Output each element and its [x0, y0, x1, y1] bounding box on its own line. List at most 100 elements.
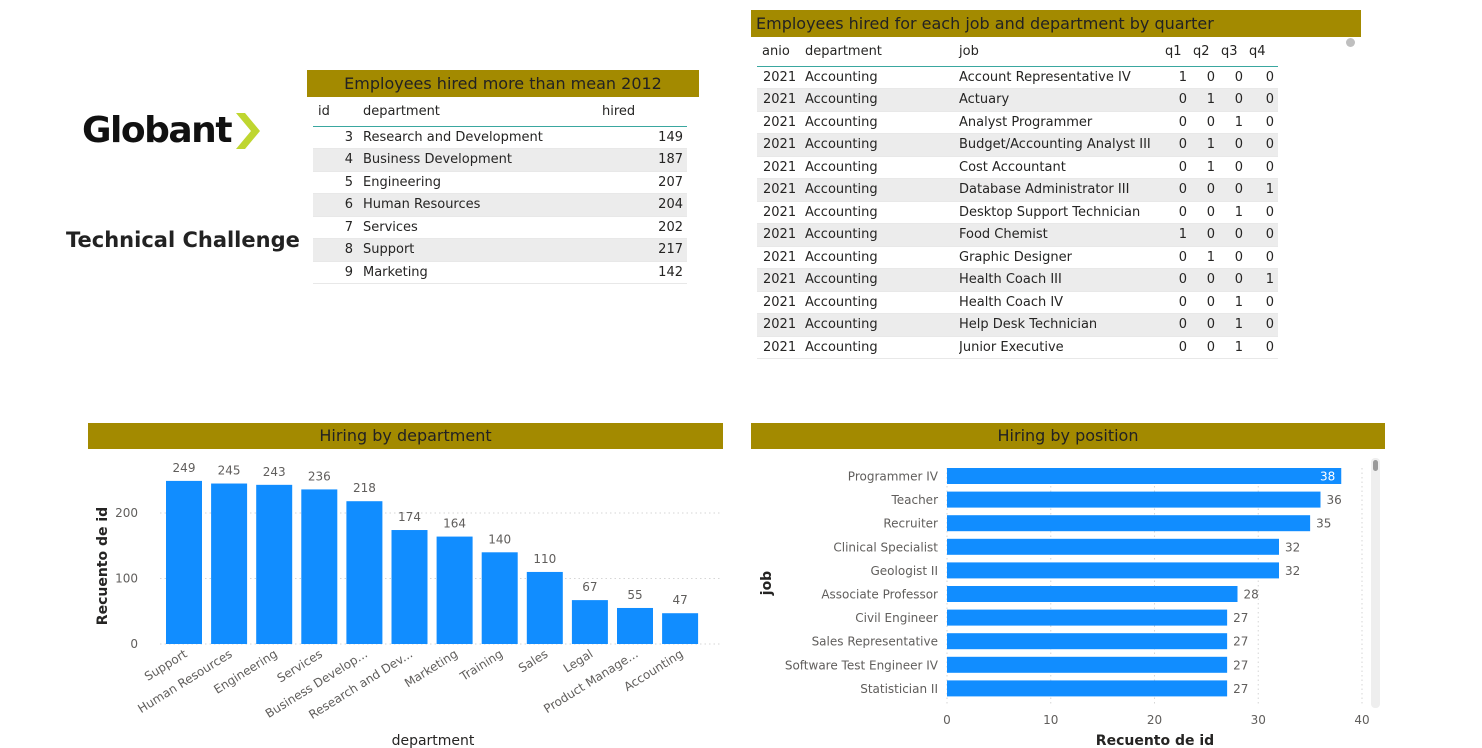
bar — [346, 501, 383, 644]
data-label: 47 — [672, 593, 687, 607]
quarter-cell-q1: 0 — [1165, 133, 1193, 157]
mean-cell-hired: 202 — [602, 216, 687, 239]
mean-cell-hired: 187 — [602, 148, 687, 172]
quarter-cell-job: Help Desk Technician — [959, 313, 1165, 337]
mean-table: id department hired 3 Research and Developm… — [313, 98, 687, 284]
mean-table-title: Employees hired more than mean 2012 — [307, 70, 699, 97]
x-axis-title: Recuento de id — [1096, 733, 1214, 748]
table-row: 8 Support 217 — [313, 238, 687, 262]
scroll-indicator[interactable] — [1346, 38, 1355, 47]
position-chart-title: Hiring by position — [751, 423, 1385, 449]
table-row: 2021 Accounting Database Administrator III… — [757, 178, 1278, 202]
table-row: 9 Marketing 142 — [313, 261, 687, 284]
quarter-cell-q4: 0 — [1249, 313, 1278, 337]
quarter-cell-department: Accounting — [805, 246, 959, 269]
quarter-cell-anio: 2021 — [757, 268, 805, 292]
mean-cell-hired: 207 — [602, 171, 687, 194]
quarter-cell-anio: 2021 — [757, 88, 805, 112]
data-label: 32 — [1285, 540, 1300, 554]
quarter-cell-q3: 0 — [1221, 223, 1249, 247]
quarter-cell-anio: 2021 — [757, 246, 805, 269]
table-row: 2021 Accounting Graphic Designer 0 1 0 0 — [757, 246, 1278, 269]
quarter-header-q2[interactable]: q2 — [1193, 38, 1221, 67]
chart-scrollbar-thumb[interactable] — [1373, 460, 1378, 471]
mean-cell-department: Support — [363, 238, 602, 262]
quarter-cell-q3: 1 — [1221, 336, 1249, 359]
quarter-cell-department: Accounting — [805, 133, 959, 157]
table-row: 2021 Accounting Actuary 0 1 0 0 — [757, 88, 1278, 112]
quarter-cell-department: Accounting — [805, 66, 959, 89]
quarter-header-q1[interactable]: q1 — [1165, 38, 1193, 67]
data-label: 28 — [1244, 588, 1259, 602]
quarter-cell-anio: 2021 — [757, 313, 805, 337]
quarter-cell-department: Accounting — [805, 291, 959, 314]
quarter-header-q3[interactable]: q3 — [1221, 38, 1249, 67]
quarter-cell-q2: 0 — [1193, 201, 1221, 224]
quarter-cell-q3: 0 — [1221, 178, 1249, 202]
globant-logo: Globant — [82, 108, 261, 154]
quarter-cell-q2: 1 — [1193, 246, 1221, 269]
mean-header-id[interactable]: id — [313, 98, 363, 127]
mean-cell-department: Business Development — [363, 148, 602, 172]
chevron-right-icon — [236, 113, 261, 149]
quarter-cell-q2: 0 — [1193, 223, 1221, 247]
quarter-cell-q2: 1 — [1193, 88, 1221, 112]
data-label: 243 — [263, 465, 286, 479]
y-tick-label: 200 — [115, 506, 138, 520]
quarter-cell-q2: 0 — [1193, 336, 1221, 359]
bar — [662, 613, 699, 644]
table-row: 2021 Accounting Desktop Support Technician… — [757, 201, 1278, 224]
quarter-cell-anio: 2021 — [757, 66, 805, 89]
quarter-header-q4[interactable]: q4 — [1249, 38, 1278, 67]
table-row: 2021 Accounting Food Chemist 1 0 0 0 — [757, 223, 1278, 247]
mean-cell-department: Engineering — [363, 171, 602, 194]
quarter-header-department[interactable]: department — [805, 38, 959, 67]
quarter-cell-anio: 2021 — [757, 111, 805, 134]
quarter-cell-q4: 0 — [1249, 246, 1278, 269]
x-tick-label: Training — [457, 647, 505, 684]
data-label: 27 — [1233, 658, 1248, 672]
mean-cell-hired: 149 — [602, 126, 687, 149]
quarter-cell-q1: 1 — [1165, 223, 1193, 247]
quarter-cell-q4: 1 — [1249, 178, 1278, 202]
quarter-cell-department: Accounting — [805, 313, 959, 337]
page-subtitle: Technical Challenge — [66, 228, 300, 252]
quarter-cell-department: Accounting — [805, 336, 959, 359]
quarter-cell-job: Analyst Programmer — [959, 111, 1165, 134]
bar — [947, 680, 1228, 697]
y-tick-label: Geologist II — [871, 564, 939, 578]
mean-header-hired[interactable]: hired — [602, 98, 687, 127]
mean-cell-hired: 204 — [602, 193, 687, 217]
quarter-header-job[interactable]: job — [959, 38, 1165, 67]
quarter-cell-job: Health Coach IV — [959, 291, 1165, 314]
quarter-cell-q3: 1 — [1221, 291, 1249, 314]
quarter-cell-job: Desktop Support Technician — [959, 201, 1165, 224]
quarter-cell-q4: 0 — [1249, 223, 1278, 247]
bar — [436, 536, 473, 644]
quarter-header-anio[interactable]: anio — [757, 38, 805, 67]
bar — [947, 633, 1228, 650]
position-bar-chart: 0 10 20 30 40 Programmer IV 38 Teacher 36 Recruit… — [759, 468, 1370, 748]
bar — [301, 489, 338, 644]
quarter-cell-job: Food Chemist — [959, 223, 1165, 247]
quarter-cell-q4: 0 — [1249, 201, 1278, 224]
chart-scrollbar[interactable] — [1371, 458, 1380, 708]
data-label: 164 — [443, 517, 466, 531]
data-label: 35 — [1316, 517, 1331, 531]
y-tick-label: Statistician II — [860, 682, 938, 696]
quarter-cell-q4: 0 — [1249, 133, 1278, 157]
quarter-cell-q3: 0 — [1221, 246, 1249, 269]
mean-header-department[interactable]: department — [363, 98, 602, 127]
quarter-cell-q2: 0 — [1193, 178, 1221, 202]
y-tick-label: Recruiter — [883, 517, 938, 531]
table-row: 2021 Accounting Analyst Programmer 0 0 1 0 — [757, 111, 1278, 134]
bar — [256, 484, 293, 644]
quarter-cell-q3: 1 — [1221, 111, 1249, 134]
quarter-cell-q3: 0 — [1221, 88, 1249, 112]
table-row: 5 Engineering 207 — [313, 171, 687, 194]
bar — [166, 480, 202, 644]
data-label: 174 — [398, 510, 421, 524]
quarter-cell-department: Accounting — [805, 156, 959, 179]
quarter-cell-q3: 0 — [1221, 66, 1249, 89]
table-row: 2021 Accounting Health Coach IV 0 0 1 0 — [757, 291, 1278, 314]
